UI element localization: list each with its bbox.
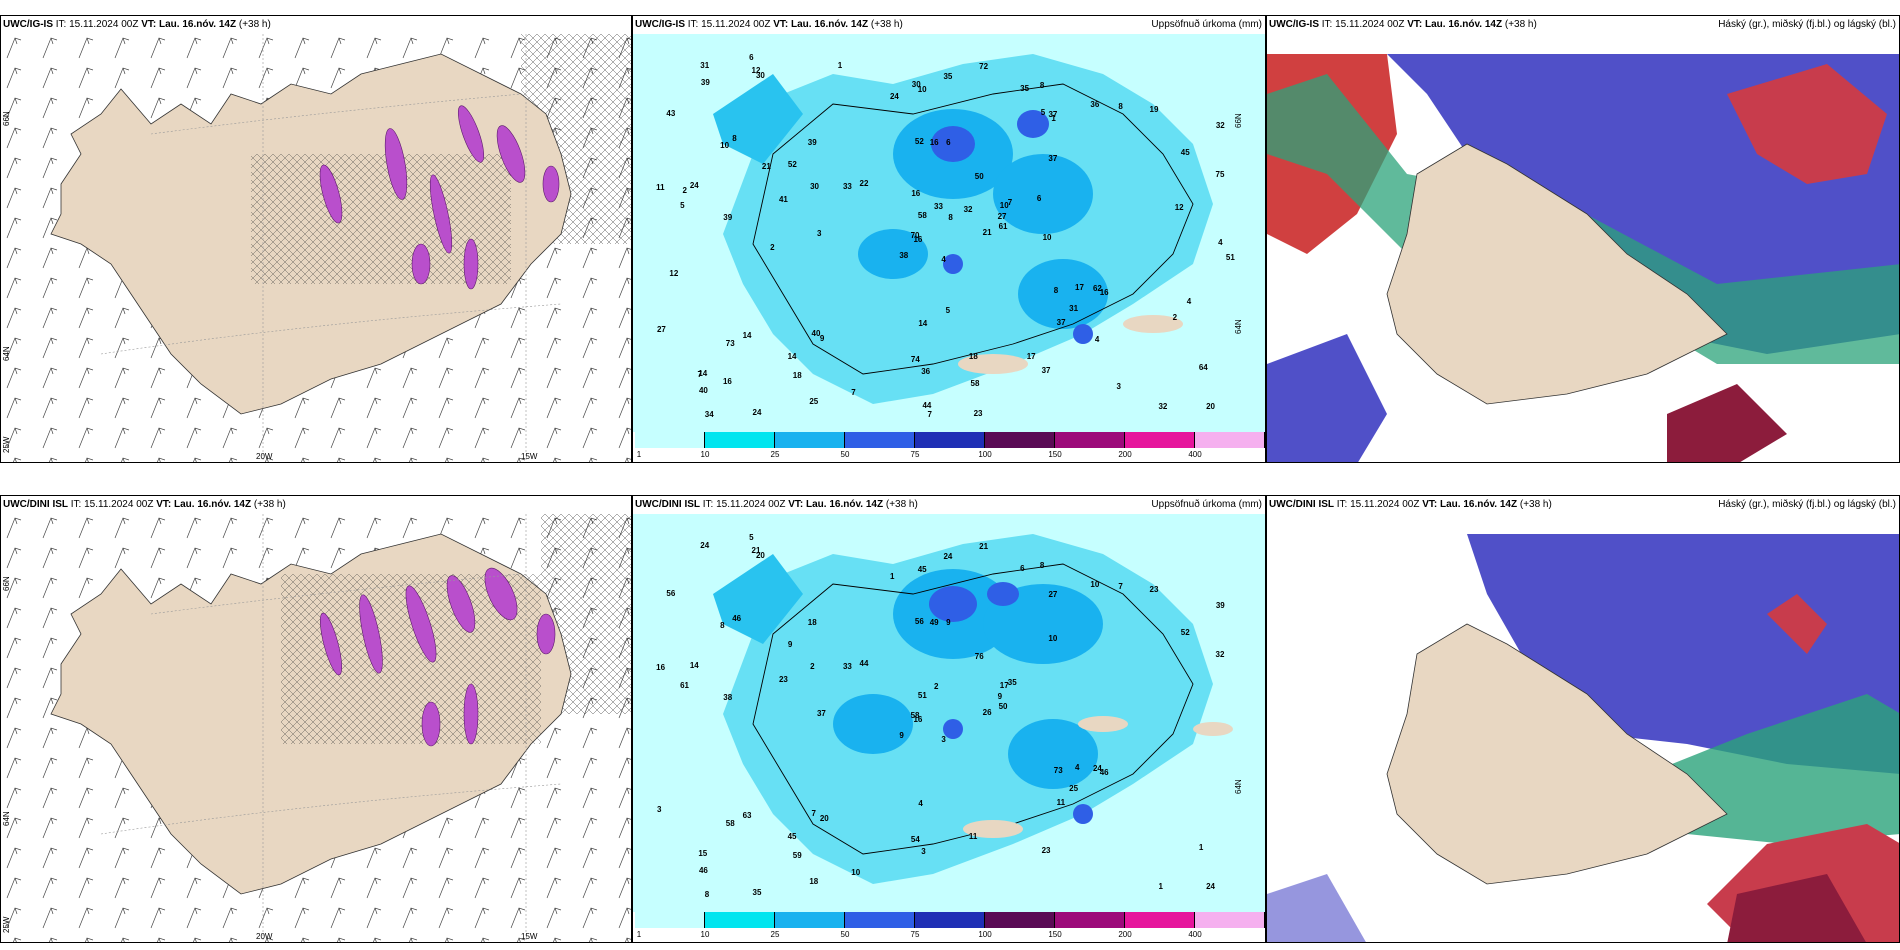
colorbar-tick-label: 400 [1188, 930, 1202, 939]
precip-map [633, 34, 1265, 434]
panel-title: UWC/DINI ISL IT: 15.11.2024 00Z VT: Lau.… [1269, 499, 1552, 510]
colorbar-segment [915, 912, 985, 928]
colorbar-segment [1125, 912, 1195, 928]
colorbar-tick-label: 400 [1188, 450, 1202, 459]
colorbar-segment [635, 432, 705, 448]
colorbar-tick-label: 150 [1048, 930, 1062, 939]
colorbar-segment [845, 912, 915, 928]
colorbar-segment [1055, 912, 1125, 928]
precip-map [633, 514, 1265, 914]
colorbar-segment [1195, 432, 1265, 448]
precip-lat-66: 66N [1234, 113, 1244, 128]
wind-snow-map [1, 34, 631, 462]
colorbar-tick-label: 25 [770, 450, 780, 459]
colorbar-segment [635, 912, 705, 928]
colorbar-tick-label: 1 [636, 450, 642, 459]
colorbar-segment [845, 432, 915, 448]
lon-label-15w: 15W [521, 932, 538, 941]
colorbar-tick-label: 25 [770, 930, 780, 939]
colorbar-segment [1055, 432, 1125, 448]
precip-colorbar: 1 10 25 50 75 100 150 200 400 [633, 432, 1265, 462]
lat-label-25w: 25W [2, 916, 11, 933]
colorbar-segment [915, 432, 985, 448]
colorbar-segment [1125, 432, 1195, 448]
cloud-title: Háský (gr.), miðský (fj.bl.) og lágský (… [1718, 19, 1896, 30]
lat-label-64: 64N [2, 346, 11, 361]
panel-row1-cloud: UWC/IG-IS IT: 15.11.2024 00Z VT: Lau. 16… [1266, 15, 1900, 463]
panel-title: UWC/IG-IS IT: 15.11.2024 00Z VT: Lau. 16… [3, 19, 271, 30]
cloud-map [1267, 34, 1899, 462]
colorbar-tick-label: 200 [1118, 450, 1132, 459]
cloud-map [1267, 514, 1899, 942]
precip-lat-64: 64N [1234, 319, 1244, 334]
panel-title: UWC/DINI ISL IT: 15.11.2024 00Z VT: Lau.… [635, 499, 918, 510]
colorbar-tick-label: 75 [910, 450, 920, 459]
panel-row1-precip: UWC/IG-IS IT: 15.11.2024 00Z VT: Lau. 16… [632, 15, 1266, 463]
panel-title: UWC/IG-IS IT: 15.11.2024 00Z VT: Lau. 16… [635, 19, 903, 30]
panel-row2-wind: UWC/DINI ISL IT: 15.11.2024 00Z VT: Lau.… [0, 495, 632, 943]
lat-label-64: 64N [2, 811, 11, 826]
lon-label-20w: 20W [256, 452, 273, 461]
precip-title: Uppsöfnuð úrkoma (mm) [1151, 499, 1262, 510]
colorbar-segment [985, 912, 1055, 928]
colorbar-segment [705, 912, 775, 928]
lon-label-15w: 15W [521, 452, 538, 461]
colorbar-tick-label: 200 [1118, 930, 1132, 939]
lat-label-66: 66N [2, 576, 11, 591]
colorbar-tick-label: 10 [700, 930, 710, 939]
colorbar-tick-label: 150 [1048, 450, 1062, 459]
colorbar-tick-label: 100 [978, 930, 992, 939]
cloud-title: Háský (gr.), miðský (fj.bl.) og lágský (… [1718, 499, 1896, 510]
lon-label-20w: 20W [256, 932, 273, 941]
panel-row1-wind: UWC/IG-IS IT: 15.11.2024 00Z VT: Lau. 16… [0, 15, 632, 463]
colorbar-segment [1195, 912, 1265, 928]
colorbar-tick-label: 75 [910, 930, 920, 939]
panel-title: UWC/DINI ISL IT: 15.11.2024 00Z VT: Lau.… [3, 499, 286, 510]
colorbar-segment [775, 912, 845, 928]
panel-row2-precip: UWC/DINI ISL IT: 15.11.2024 00Z VT: Lau.… [632, 495, 1266, 943]
panel-title: UWC/IG-IS IT: 15.11.2024 00Z VT: Lau. 16… [1269, 19, 1537, 30]
lat-label-66: 66N [2, 111, 11, 126]
colorbar-tick-label: 50 [840, 450, 850, 459]
lat-label-25w: 25W [2, 436, 11, 453]
colorbar-tick-label: 100 [978, 450, 992, 459]
precip-colorbar: 1 10 25 50 75 100 150 200 400 [633, 912, 1265, 942]
precip-title: Uppsöfnuð úrkoma (mm) [1151, 19, 1262, 30]
colorbar-segment [985, 432, 1055, 448]
colorbar-tick-label: 1 [636, 930, 642, 939]
colorbar-tick-label: 50 [840, 930, 850, 939]
colorbar-segment [775, 432, 845, 448]
colorbar-segment [705, 432, 775, 448]
precip-lat-64: 64N [1234, 779, 1244, 794]
colorbar-tick-label: 10 [700, 450, 710, 459]
wind-snow-map [1, 514, 631, 942]
panel-row2-cloud: UWC/DINI ISL IT: 15.11.2024 00Z VT: Lau.… [1266, 495, 1900, 943]
